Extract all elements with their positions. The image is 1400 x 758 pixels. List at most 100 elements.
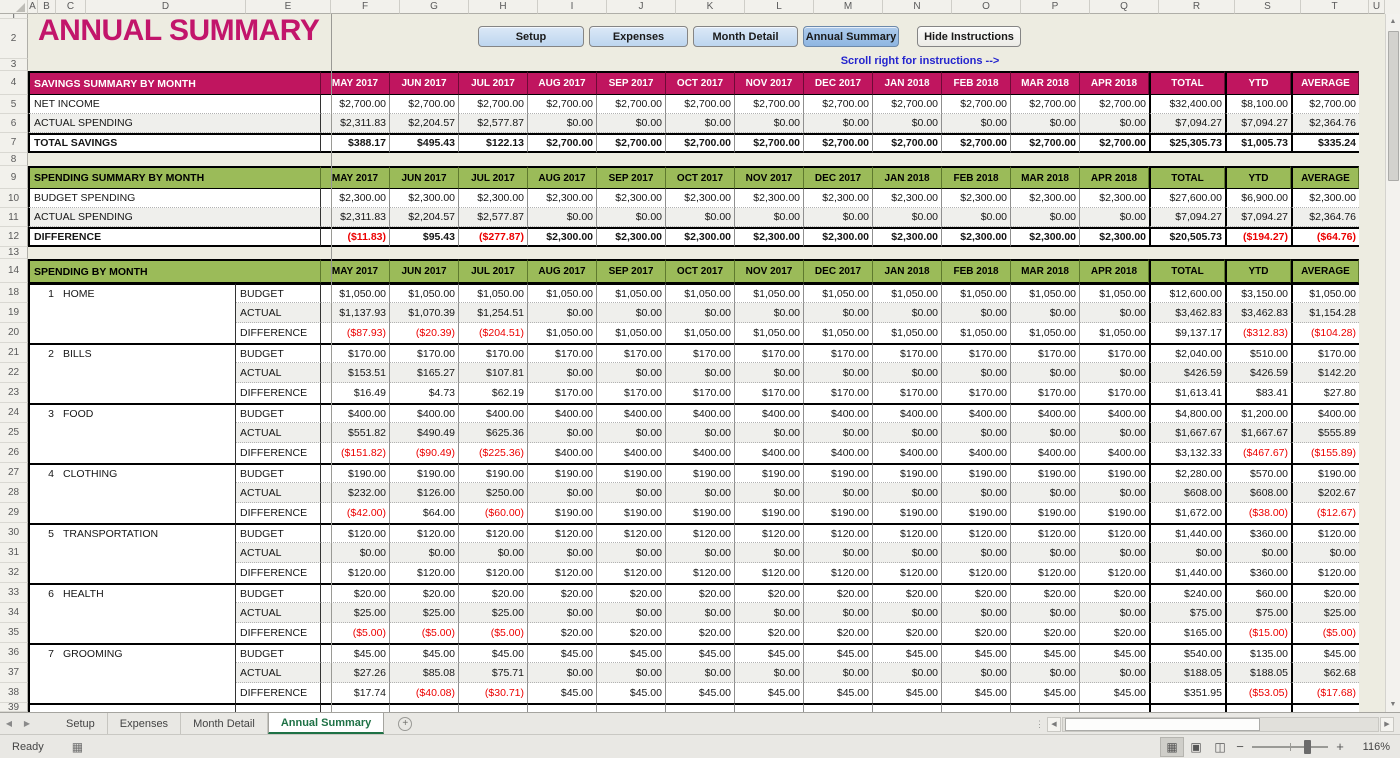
category-cell[interactable] [28,483,236,503]
category-cell[interactable] [28,543,236,563]
value-cell[interactable]: $1,672.00 [1149,503,1225,523]
horizontal-scroll-track[interactable] [1062,716,1379,732]
value-cell[interactable]: $60.00 [1225,583,1291,603]
value-cell[interactable]: $495.43 [390,133,459,153]
sub-label-cell[interactable]: DIFFERENCE [236,683,321,703]
row-header[interactable]: 26 [0,443,28,463]
column-header[interactable]: I [538,0,607,14]
value-cell[interactable]: $2,700.00 [804,133,873,153]
value-cell[interactable]: $400.00 [597,443,666,463]
value-cell[interactable]: $0.00 [597,663,666,683]
value-cell[interactable]: $107.81 [459,363,528,383]
value-cell[interactable]: $45.00 [459,643,528,663]
row-header[interactable]: 22 [0,363,28,383]
value-cell[interactable]: $540.00 [1149,643,1225,663]
value-cell[interactable]: $570.00 [1225,463,1291,483]
value-cell[interactable]: $0.00 [735,303,804,323]
scroll-left-button[interactable]: ◀ [1047,716,1061,732]
value-cell[interactable]: $20.00 [528,583,597,603]
value-cell[interactable]: $2,300.00 [804,189,873,208]
value-cell[interactable]: $0.00 [873,423,942,443]
sheet-nav-left-icon[interactable]: ◀ [5,719,13,728]
value-cell[interactable]: $0.00 [528,363,597,383]
month-header-cell[interactable]: OCT 2017 [666,71,735,95]
value-cell[interactable]: $120.00 [1291,563,1359,583]
column-header[interactable]: C [56,0,86,14]
month-header-cell[interactable]: NOV 2017 [735,71,804,95]
value-cell[interactable]: $1,050.00 [459,283,528,303]
value-cell[interactable]: $7,094.27 [1149,208,1225,227]
value-cell[interactable]: $120.00 [1080,523,1149,543]
value-cell[interactable]: $170.00 [597,343,666,363]
value-cell[interactable]: $0.00 [1080,663,1149,683]
value-cell[interactable]: $400.00 [804,403,873,423]
value-cell[interactable]: $120.00 [735,563,804,583]
value-cell[interactable]: ($312.83) [1225,323,1291,343]
row-header[interactable]: 28 [0,483,28,503]
value-cell[interactable]: ($151.82) [321,443,390,463]
value-cell[interactable]: $4,800.00 [1149,403,1225,423]
value-cell[interactable]: $190.00 [666,503,735,523]
category-cell[interactable] [28,623,236,643]
value-cell[interactable]: $0.00 [1011,114,1080,133]
category-cell[interactable]: 2 BILLS [28,343,236,363]
value-cell[interactable]: $0.00 [873,663,942,683]
value-cell[interactable]: $170.00 [804,343,873,363]
value-cell[interactable]: $25.00 [459,603,528,623]
value-cell[interactable]: $400.00 [804,443,873,463]
vertical-scrollbar[interactable]: ▲ ▼ [1385,14,1400,712]
value-cell[interactable]: $190.00 [666,463,735,483]
value-cell[interactable]: $170.00 [1011,343,1080,363]
value-cell[interactable]: $2,700.00 [735,133,804,153]
value-cell[interactable]: $0.00 [1080,423,1149,443]
row-header[interactable]: 30 [0,523,28,543]
category-cell[interactable] [28,443,236,463]
zoom-in-button[interactable]: + [1336,739,1344,754]
value-cell[interactable]: $0.00 [735,208,804,227]
row-header[interactable]: 38 [0,683,28,703]
value-cell[interactable]: $20.00 [1011,583,1080,603]
value-cell[interactable]: $20.00 [597,623,666,643]
value-cell[interactable]: $1,050.00 [1080,323,1149,343]
value-cell[interactable]: $2,700.00 [873,95,942,114]
value-cell[interactable]: ($155.89) [1291,443,1359,463]
value-cell[interactable] [1291,703,1359,712]
value-cell[interactable]: $2,700.00 [873,133,942,153]
value-cell[interactable]: ($194.27) [1225,227,1291,247]
value-cell[interactable]: $1,050.00 [1291,283,1359,303]
value-cell[interactable]: $20.00 [1080,623,1149,643]
value-cell[interactable]: $400.00 [321,403,390,423]
month-header-cell[interactable]: AUG 2017 [528,166,597,189]
sub-label-cell[interactable]: DIFFERENCE [236,623,321,643]
value-cell[interactable]: $1,050.00 [528,323,597,343]
sub-label-cell[interactable]: ACTUAL [236,663,321,683]
value-cell[interactable]: ($42.00) [321,503,390,523]
value-cell[interactable]: $45.00 [1080,683,1149,703]
sub-label-cell[interactable]: ACTUAL [236,423,321,443]
value-cell[interactable]: $45.00 [666,683,735,703]
row-header[interactable]: 33 [0,583,28,603]
value-cell[interactable]: $2,700.00 [942,95,1011,114]
value-cell[interactable]: $0.00 [804,483,873,503]
value-cell[interactable]: $170.00 [1291,343,1359,363]
horizontal-scroll-thumb[interactable] [1065,717,1261,731]
value-cell[interactable]: $240.00 [1149,583,1225,603]
row-header[interactable]: 11 [0,208,28,227]
value-cell[interactable]: $120.00 [1011,523,1080,543]
value-cell[interactable]: $400.00 [942,443,1011,463]
value-cell[interactable]: $45.00 [597,643,666,663]
value-cell[interactable]: $2,300.00 [459,189,528,208]
value-cell[interactable]: $0.00 [666,543,735,563]
column-header[interactable]: J [607,0,676,14]
month-header-cell[interactable]: JUN 2017 [390,166,459,189]
value-cell[interactable]: $0.00 [942,208,1011,227]
value-cell[interactable]: $2,204.57 [390,208,459,227]
category-cell[interactable] [28,363,236,383]
sub-label-cell[interactable]: ACTUAL [236,483,321,503]
category-cell[interactable] [28,503,236,523]
value-cell[interactable]: $45.00 [1011,643,1080,663]
value-cell[interactable]: $45.00 [735,643,804,663]
value-cell[interactable]: ($5.00) [459,623,528,643]
category-cell[interactable]: 1 HOME [28,283,236,303]
value-cell[interactable]: $20.00 [666,623,735,643]
